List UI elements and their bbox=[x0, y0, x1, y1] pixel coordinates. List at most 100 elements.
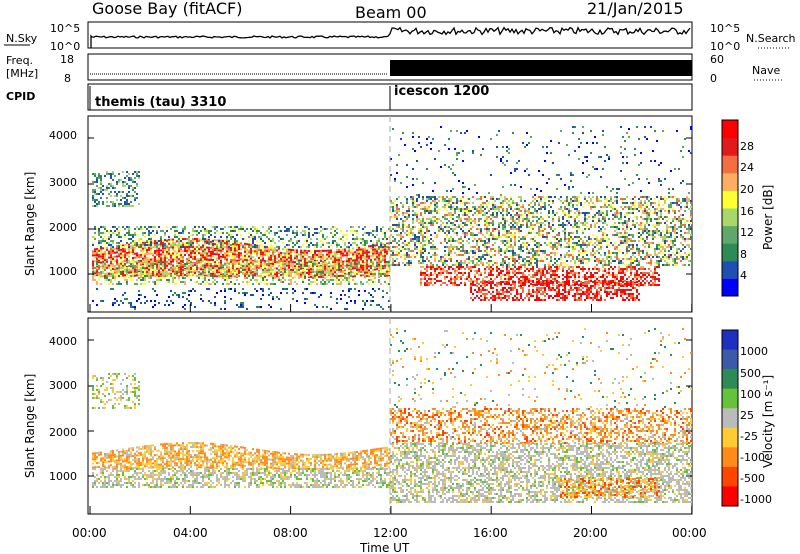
heatmap-cell bbox=[168, 304, 170, 306]
heatmap-cell bbox=[578, 260, 580, 262]
heatmap-cell bbox=[424, 210, 426, 212]
heatmap-cell bbox=[114, 271, 116, 274]
heatmap-cell bbox=[372, 260, 374, 263]
heatmap-cell bbox=[222, 277, 224, 279]
heatmap-cell bbox=[350, 244, 352, 246]
heatmap-cell bbox=[512, 258, 514, 260]
heatmap-cell bbox=[580, 244, 582, 246]
heatmap-cell bbox=[144, 253, 146, 256]
heatmap-cell bbox=[478, 246, 480, 248]
heatmap-cell bbox=[368, 245, 370, 248]
heatmap-cell bbox=[222, 269, 224, 272]
heatmap-cell bbox=[570, 216, 572, 218]
heatmap-cell bbox=[202, 234, 204, 236]
heatmap-cell bbox=[444, 254, 446, 256]
heatmap-cell bbox=[128, 191, 130, 193]
heatmap-cell bbox=[286, 244, 288, 246]
heatmap-cell bbox=[434, 256, 436, 258]
heatmap-cell bbox=[314, 251, 316, 254]
heatmap-cell bbox=[308, 259, 310, 262]
heatmap-cell bbox=[332, 273, 334, 276]
heatmap-cell bbox=[162, 230, 164, 232]
heatmap-cell bbox=[130, 251, 132, 254]
heatmap-cell bbox=[470, 220, 472, 222]
heatmap-cell bbox=[258, 236, 260, 238]
heatmap-cell bbox=[388, 266, 390, 269]
heatmap-cell bbox=[220, 232, 222, 234]
heatmap-cell bbox=[252, 240, 254, 242]
heatmap-cell bbox=[238, 268, 240, 271]
heatmap-cell bbox=[514, 262, 516, 264]
heatmap-cell bbox=[348, 273, 350, 275]
heatmap-cell bbox=[422, 230, 424, 232]
station-title: Goose Bay (fitACF) bbox=[92, 0, 242, 18]
heatmap-cell bbox=[508, 204, 510, 206]
heatmap-cell bbox=[386, 248, 388, 251]
heatmap-cell bbox=[514, 208, 516, 210]
heatmap-cell bbox=[304, 302, 306, 304]
heatmap-cell bbox=[108, 283, 110, 285]
heatmap-cell bbox=[246, 259, 248, 262]
heatmap-cell bbox=[278, 236, 280, 238]
heatmap-cell bbox=[152, 263, 154, 265]
heatmap-cell bbox=[402, 222, 404, 224]
heatmap-cell bbox=[412, 210, 414, 212]
heatmap-cell bbox=[180, 254, 182, 257]
heatmap-cell bbox=[368, 283, 370, 285]
heatmap-cell bbox=[178, 232, 180, 234]
heatmap-cell bbox=[138, 274, 140, 277]
heatmap-cell bbox=[128, 267, 130, 270]
heatmap-cell bbox=[194, 264, 196, 267]
heatmap-cell bbox=[450, 198, 452, 200]
heatmap-cell bbox=[452, 214, 454, 216]
heatmap-cell bbox=[128, 179, 130, 181]
heatmap-cell bbox=[416, 236, 418, 238]
heatmap-cell bbox=[390, 226, 392, 228]
heatmap-cell bbox=[410, 262, 412, 264]
heatmap-cell bbox=[102, 265, 104, 268]
heatmap-cell bbox=[530, 260, 532, 262]
heatmap-cell bbox=[410, 230, 412, 232]
heatmap-cell bbox=[364, 267, 366, 269]
heatmap-cell bbox=[110, 240, 112, 242]
heatmap-cell bbox=[218, 263, 220, 266]
heatmap-cell bbox=[350, 259, 352, 262]
heatmap-cell bbox=[106, 246, 108, 249]
heatmap-cell bbox=[194, 230, 196, 232]
heatmap-cell bbox=[278, 255, 280, 258]
heatmap-cell bbox=[124, 256, 126, 259]
heatmap-cell bbox=[404, 258, 406, 260]
heatmap-cell bbox=[166, 250, 168, 253]
heatmap-cell bbox=[232, 243, 234, 246]
heatmap-cell bbox=[138, 261, 140, 263]
heatmap-cell bbox=[242, 292, 244, 294]
heatmap-cell bbox=[400, 236, 402, 238]
heatmap-cell bbox=[116, 255, 118, 258]
heatmap-cell bbox=[512, 260, 514, 262]
heatmap-cell bbox=[112, 258, 114, 261]
heatmap-cell bbox=[150, 264, 152, 267]
heatmap-cell bbox=[478, 264, 480, 266]
heatmap-cell bbox=[238, 228, 240, 230]
heatmap-cell bbox=[338, 267, 340, 269]
heatmap-cell bbox=[510, 208, 512, 210]
heatmap-cell bbox=[286, 234, 288, 236]
heatmap-cell bbox=[340, 254, 342, 257]
heatmap-cell bbox=[310, 269, 312, 272]
heatmap-cell bbox=[304, 298, 306, 300]
heatmap-cell bbox=[460, 218, 462, 220]
heatmap-cell bbox=[558, 220, 560, 222]
heatmap-cell bbox=[238, 270, 240, 273]
heatmap-cell bbox=[366, 273, 368, 276]
heatmap-cell bbox=[324, 238, 326, 240]
heatmap-cell bbox=[252, 236, 254, 238]
heatmap-cell bbox=[126, 275, 128, 277]
heatmap-cell bbox=[340, 258, 342, 261]
heatmap-cell bbox=[156, 244, 158, 246]
heatmap-cell bbox=[130, 271, 132, 274]
heatmap-cell bbox=[502, 262, 504, 264]
heatmap-cell bbox=[282, 256, 284, 259]
heatmap-cell bbox=[128, 253, 130, 256]
heatmap-cell bbox=[484, 224, 486, 226]
heatmap-cell bbox=[442, 262, 444, 264]
